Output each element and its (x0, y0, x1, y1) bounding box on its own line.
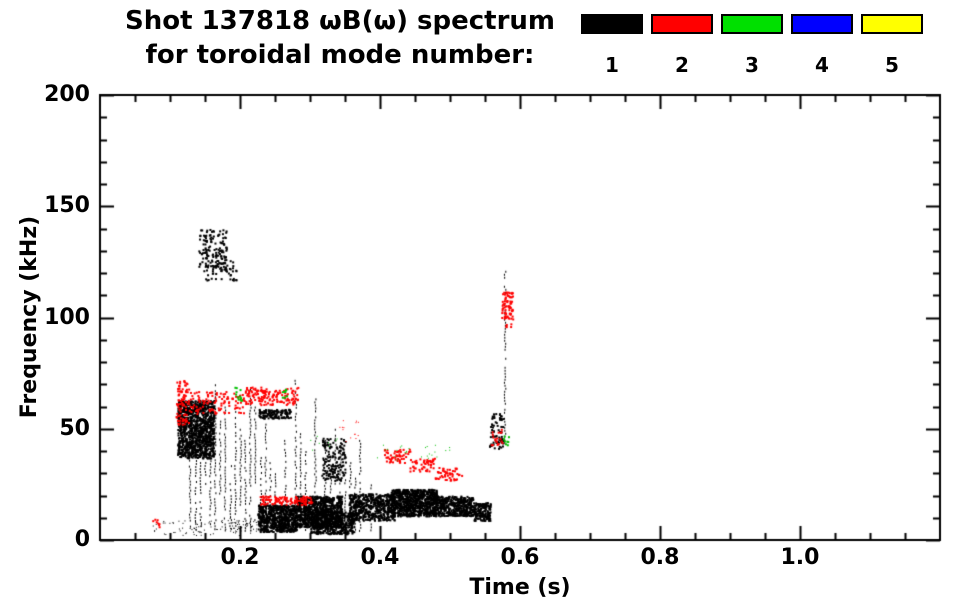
legend-label-mode-1: 1 (605, 53, 619, 77)
legend-item-mode-5: 5 (861, 14, 923, 76)
y-tick-label-200: 200 (44, 82, 90, 107)
y-tick-label-0: 0 (74, 527, 90, 552)
legend-label-mode-3: 3 (745, 53, 759, 77)
legend-swatch-mode-2 (651, 14, 713, 34)
legend-label-mode-5: 5 (885, 53, 899, 77)
legend-swatch-mode-5 (861, 14, 923, 34)
x-tick-label-0.8: 0.8 (640, 545, 680, 570)
legend-swatch-mode-4 (791, 14, 853, 34)
y-tick-label-150: 150 (44, 193, 90, 219)
legend-item-mode-3: 3 (721, 14, 783, 76)
x-tick-label-0.6: 0.6 (500, 545, 540, 570)
plot-title-block: Shot 137818 ωB(ω) spectrum for toroidal … (90, 4, 590, 72)
x-tick-label-1.0: 1.0 (780, 545, 820, 570)
legend-swatch-mode-3 (721, 14, 783, 34)
legend-swatch-mode-1 (581, 14, 643, 34)
legend-label-mode-4: 4 (815, 53, 829, 77)
y-tick-label-100: 100 (44, 304, 90, 330)
y-tick-label-50: 50 (59, 415, 90, 441)
x-tick-label-0.4: 0.4 (360, 545, 400, 570)
mode-number-legend: 1 2 3 4 5 (581, 14, 923, 76)
legend-item-mode-1: 1 (581, 14, 643, 76)
legend-label-mode-2: 2 (675, 53, 689, 77)
legend-item-mode-4: 4 (791, 14, 853, 76)
x-tick-label-0.2: 0.2 (220, 545, 260, 570)
plot-title: Shot 137818 ωB(ω) spectrum (125, 6, 555, 36)
legend-item-mode-2: 2 (651, 14, 713, 76)
plot-subtitle: for toroidal mode number: (145, 40, 535, 70)
x-axis-label: Time (s) (469, 575, 571, 600)
